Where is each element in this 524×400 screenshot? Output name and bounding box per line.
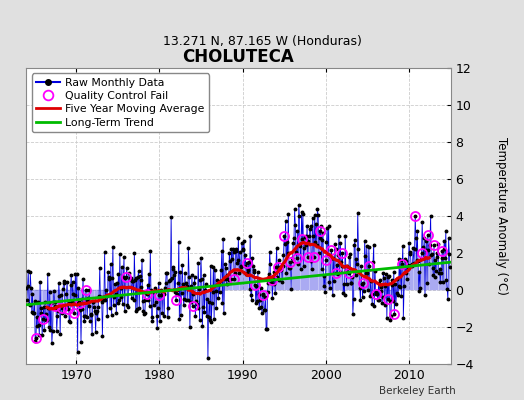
Text: Berkeley Earth: Berkeley Earth [379, 386, 456, 396]
Legend: Raw Monthly Data, Quality Control Fail, Five Year Moving Average, Long-Term Tren: Raw Monthly Data, Quality Control Fail, … [31, 74, 209, 132]
Y-axis label: Temperature Anomaly (°C): Temperature Anomaly (°C) [495, 137, 508, 295]
Title: CHOLUTECA: CHOLUTECA [182, 48, 294, 66]
Text: 13.271 N, 87.165 W (Honduras): 13.271 N, 87.165 W (Honduras) [162, 36, 362, 48]
